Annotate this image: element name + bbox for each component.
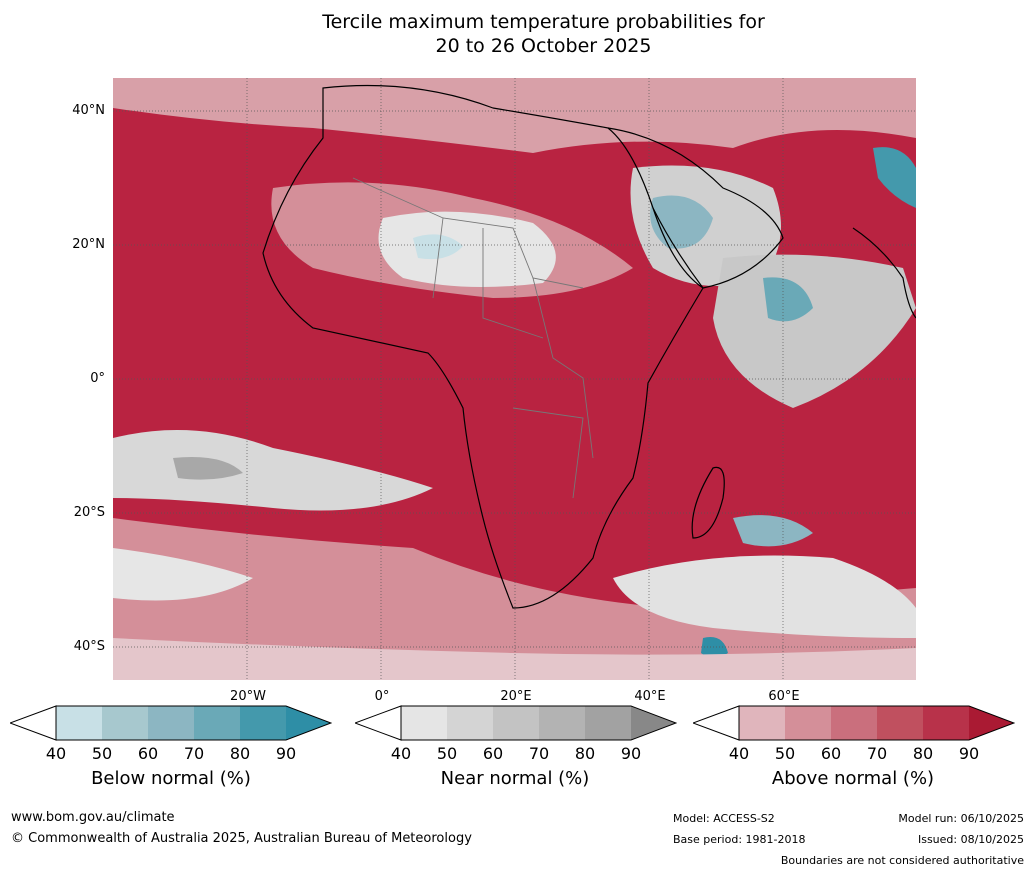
southern-edge-band	[113, 638, 916, 680]
issued-date: Issued: 08/10/2025	[917, 833, 1024, 846]
below-swatch-5	[240, 706, 286, 740]
near-swatch-3	[493, 706, 539, 740]
arabian-sea-below	[763, 277, 813, 322]
colorbar-near	[355, 705, 677, 741]
lon-label-0: 0°	[374, 689, 390, 704]
lat-label-40s: 40°S	[73, 639, 105, 654]
lon-label-60e: 60°E	[768, 689, 800, 704]
above-swatch-5	[923, 706, 969, 740]
india-coastline	[852, 227, 916, 319]
below-tick-90: 90	[275, 744, 297, 763]
south-indian-below	[733, 515, 813, 547]
sahara-below-spot	[413, 234, 463, 260]
lat-label-20n: 20°N	[72, 237, 105, 252]
title-line-1: Tercile maximum temperature probabilitie…	[322, 11, 765, 33]
sahara-near-normal	[378, 211, 556, 287]
below-swatch-1	[56, 706, 102, 740]
near-swatch-5	[585, 706, 631, 740]
near-swatch-over	[631, 706, 676, 740]
below-tick-50: 50	[91, 744, 113, 763]
near-tick-90: 90	[620, 744, 642, 763]
below-tick-70: 70	[183, 744, 205, 763]
south-atlantic-gray	[173, 457, 243, 480]
above-swatch-2	[785, 706, 831, 740]
colorbar-above-title: Above normal (%)	[771, 768, 935, 789]
near-tick-80: 80	[574, 744, 596, 763]
near-tick-40: 40	[390, 744, 412, 763]
lat-label-0: 0°	[90, 371, 105, 386]
south-atlantic-near-normal	[113, 430, 433, 511]
madagascar-coastline	[691, 466, 725, 539]
boundaries-disclaimer: Boundaries are not considered authoritat…	[780, 854, 1024, 867]
title-line-2: 20 to 26 October 2025	[435, 35, 652, 57]
above-tick-50: 50	[774, 744, 796, 763]
below-tick-40: 40	[45, 744, 67, 763]
below-swatch-under	[10, 705, 57, 741]
below-swatch-4	[194, 706, 240, 740]
below-tick-60: 60	[137, 744, 159, 763]
sw-near-normal	[113, 548, 253, 601]
near-swatch-2	[447, 706, 493, 740]
colorbar-above	[693, 705, 1015, 741]
far-south-below	[701, 637, 728, 658]
colorbar-below-title: Below normal (%)	[91, 768, 251, 789]
model-run-date: Model run: 06/10/2025	[898, 812, 1024, 825]
above-swatch-over	[969, 706, 1014, 740]
asia-below-spot	[873, 147, 916, 208]
above-tick-70: 70	[866, 744, 888, 763]
base-period: Base period: 1981-2018	[673, 833, 806, 846]
near-swatch-4	[539, 706, 585, 740]
above-tick-90: 90	[958, 744, 980, 763]
above-swatch-under	[693, 705, 740, 741]
below-swatch-2	[102, 706, 148, 740]
near-swatch-under	[355, 705, 402, 741]
near-tick-60: 60	[482, 744, 504, 763]
lon-label-20e: 20°E	[500, 689, 532, 704]
lat-label-20s: 20°S	[73, 505, 105, 520]
probability-map	[113, 78, 916, 680]
map-title: Tercile maximum temperature probabilitie…	[0, 10, 1035, 58]
above-tick-60: 60	[820, 744, 842, 763]
lon-label-20w: 20°W	[230, 689, 266, 704]
lon-label-40e: 40°E	[634, 689, 666, 704]
above-swatch-1	[739, 706, 785, 740]
country-borders	[352, 177, 594, 499]
south-indian-near-normal	[613, 555, 916, 638]
below-tick-80: 80	[229, 744, 251, 763]
above-tick-80: 80	[912, 744, 934, 763]
near-swatch-1	[401, 706, 447, 740]
colorbar-near-title: Near normal (%)	[440, 768, 590, 789]
model-name: Model: ACCESS-S2	[673, 812, 775, 825]
colorbar-below	[10, 705, 332, 741]
above-swatch-4	[877, 706, 923, 740]
graticule	[113, 78, 916, 680]
near-tick-50: 50	[436, 744, 458, 763]
map-graphic	[113, 78, 916, 680]
arabia-below	[650, 195, 713, 249]
above-tick-40: 40	[728, 744, 750, 763]
below-swatch-3	[148, 706, 194, 740]
above-swatch-3	[831, 706, 877, 740]
below-swatch-over	[286, 706, 331, 740]
website-link[interactable]: www.bom.gov.au/climate	[11, 810, 175, 825]
north-pink-band	[113, 78, 916, 153]
copyright-text: © Commonwealth of Australia 2025, Austra…	[11, 831, 472, 846]
indian-ocean-near-normal	[713, 254, 916, 408]
lat-label-40n: 40°N	[72, 103, 105, 118]
arabia-coastline	[607, 127, 784, 289]
near-tick-70: 70	[528, 744, 550, 763]
